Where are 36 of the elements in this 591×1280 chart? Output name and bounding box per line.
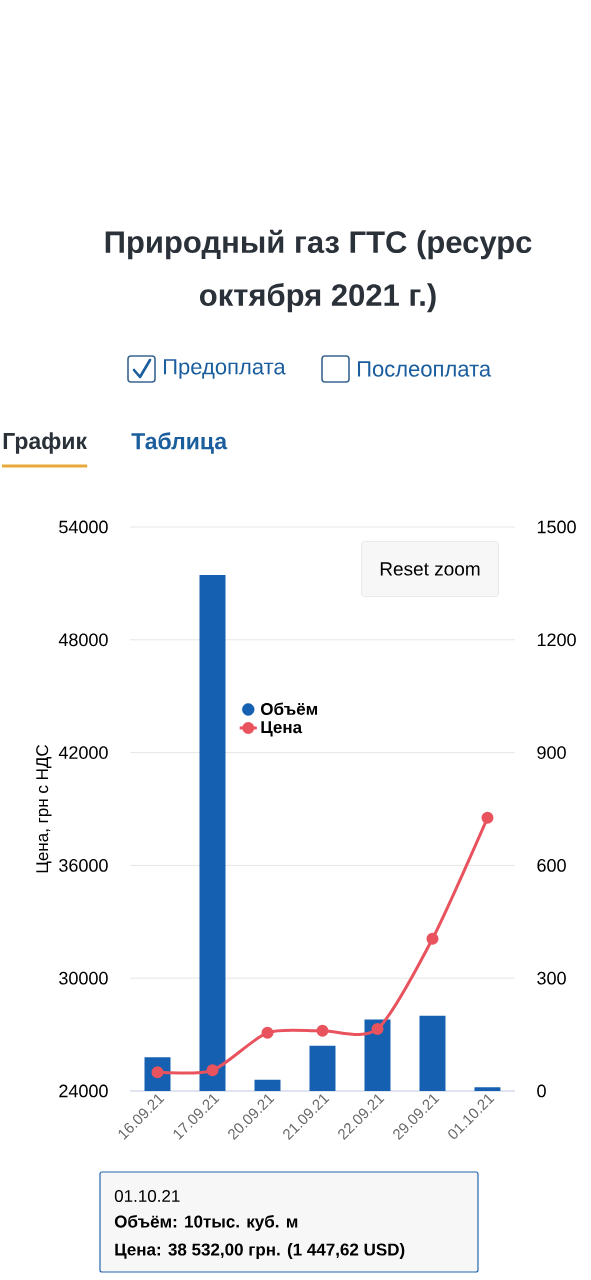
legend-label: Объём (260, 702, 318, 716)
legend-label: Цена (261, 721, 303, 737)
bar (309, 1045, 336, 1091)
point (261, 1026, 274, 1039)
bar (419, 1015, 446, 1091)
point (426, 932, 439, 945)
annotation: Reset zoom (380, 562, 480, 576)
text: Таблица (131, 432, 228, 454)
point (371, 1022, 384, 1035)
point (316, 1024, 329, 1037)
text: 01.10.21 (114, 1189, 180, 1203)
y-tick-label: 42000 (58, 746, 108, 759)
point (481, 811, 494, 824)
y-tick-label: 54000 (59, 520, 108, 534)
y2-tick-label: 1500 (537, 520, 576, 534)
y-axis-title: Цена, грн с НДС (36, 744, 52, 873)
y2-tick-label: 300 (537, 971, 566, 985)
chart-title: Природный газ ГТС (ресурс октября 2021 г.) (105, 229, 532, 313)
bar (254, 1079, 281, 1091)
text: Цена: 38 532,00 грн. (1 447,62 USD) (115, 1243, 405, 1259)
y2-tick-label: 600 (537, 859, 566, 872)
y2-tick-label: 900 (537, 746, 566, 759)
y-tick-label: 48000 (58, 633, 108, 647)
bar (474, 1087, 501, 1091)
text: Предоплата (163, 359, 286, 379)
y-tick-label: 30000 (59, 971, 108, 985)
text: Послеоплата (357, 361, 492, 377)
bar (364, 1019, 391, 1091)
text: График (3, 432, 87, 454)
text: Объём: 10тыс. куб. м (114, 1214, 298, 1231)
y2-tick-label: 0 (537, 1084, 546, 1098)
y-tick-label: 24000 (59, 1084, 108, 1098)
bar (199, 575, 226, 1091)
point (206, 1064, 219, 1077)
y-tick-label: 36000 (59, 859, 108, 872)
y2-tick-label: 1200 (537, 633, 576, 647)
